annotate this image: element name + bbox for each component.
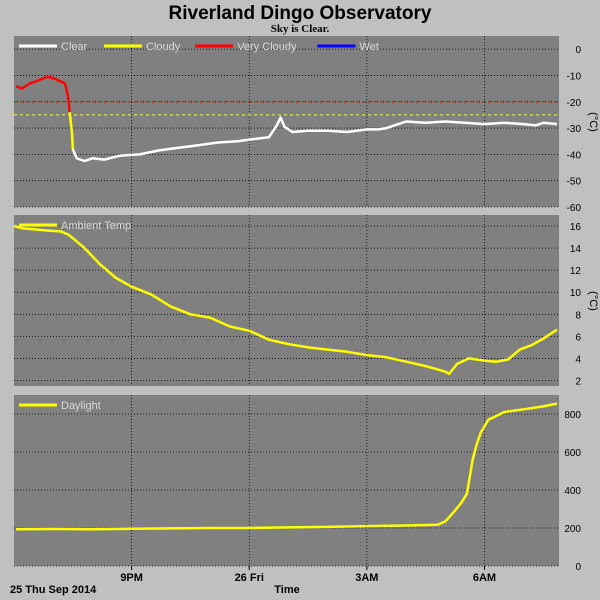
sky-plot-area <box>14 36 559 207</box>
chart-title: Riverland Dingo Observatory <box>169 3 432 24</box>
y-tick-label: 10 <box>570 288 582 299</box>
legend-label-wet: Wet <box>359 41 378 53</box>
legend-label-very-cloudy: Very Cloudy <box>237 41 297 53</box>
series-line-cloudy <box>68 112 75 150</box>
ambient-series <box>13 224 558 376</box>
ambient-temperature-panel: 16 14 12 10 8 6 4 2 Ambient Temp (°C) <box>13 215 599 387</box>
daylight-panel: 800 600 400 200 0 Daylight <box>14 395 581 573</box>
y-tick-label: -20 <box>567 98 582 109</box>
sky-series <box>14 75 559 163</box>
daylight-legend: Daylight <box>19 400 101 412</box>
series-line-very-cloudy <box>15 75 71 113</box>
y-tick-label: 800 <box>564 410 581 421</box>
y-tick-label: 0 <box>575 45 581 56</box>
sky-y-axis: 0 -10 -20 -30 -40 -50 -60 <box>567 45 582 214</box>
chart-subtitle: Sky is Clear. <box>271 23 330 35</box>
legend-label-ambient-temp: Ambient Temp <box>61 220 131 232</box>
y-tick-label: -40 <box>567 150 582 161</box>
ambient-y-axis: 16 14 12 10 8 6 4 2 <box>570 222 582 387</box>
sky-y-axis-label: (°C) <box>587 112 599 132</box>
legend-label-clear: Clear <box>61 41 88 53</box>
y-tick-label: 14 <box>570 244 582 255</box>
x-axis-title: Time <box>274 584 299 596</box>
ambient-y-axis-label: (°C) <box>587 291 599 311</box>
ambient-grid <box>14 215 559 386</box>
series-line-daylight <box>15 402 558 531</box>
y-tick-label: 2 <box>575 376 581 387</box>
y-tick-label: 8 <box>575 310 581 321</box>
y-tick-label: 16 <box>570 222 582 233</box>
y-tick-label: 0 <box>575 562 581 573</box>
series-line-ambient-temp <box>13 224 558 376</box>
sky-legend: Clear Cloudy Very Cloudy Wet <box>19 41 379 53</box>
y-tick-label: -60 <box>567 203 582 214</box>
y-tick-label: 6 <box>575 332 581 343</box>
series-line-clear <box>71 116 558 163</box>
date-label: 25 Thu Sep 2014 <box>10 584 97 596</box>
y-tick-label: -50 <box>567 177 582 188</box>
y-tick-label: 600 <box>564 448 581 459</box>
sky-temperature-panel: 0 -10 -20 -30 -40 -50 -60 Clear Cloudy Very Clou… <box>14 36 599 214</box>
y-tick-label: 12 <box>570 266 582 277</box>
y-tick-label: 400 <box>564 486 581 497</box>
x-tick-label: 3AM <box>355 572 378 584</box>
x-tick-label: 26 Fri <box>235 572 264 584</box>
time-x-axis: 9PM 26 Fri 3AM 6AM <box>120 566 496 584</box>
y-tick-label: -30 <box>567 124 582 135</box>
ambient-legend: Ambient Temp <box>19 220 131 232</box>
x-tick-label: 6AM <box>473 572 496 584</box>
y-tick-label: 200 <box>564 524 581 535</box>
y-tick-label: 4 <box>575 354 581 365</box>
y-tick-label: -10 <box>567 71 582 82</box>
daylight-series <box>15 402 558 531</box>
daylight-plot-area <box>14 395 559 566</box>
daylight-y-axis: 800 600 400 200 0 <box>564 410 581 573</box>
legend-label-cloudy: Cloudy <box>146 41 181 53</box>
legend-label-daylight: Daylight <box>61 400 101 412</box>
x-tick-label: 9PM <box>120 572 143 584</box>
